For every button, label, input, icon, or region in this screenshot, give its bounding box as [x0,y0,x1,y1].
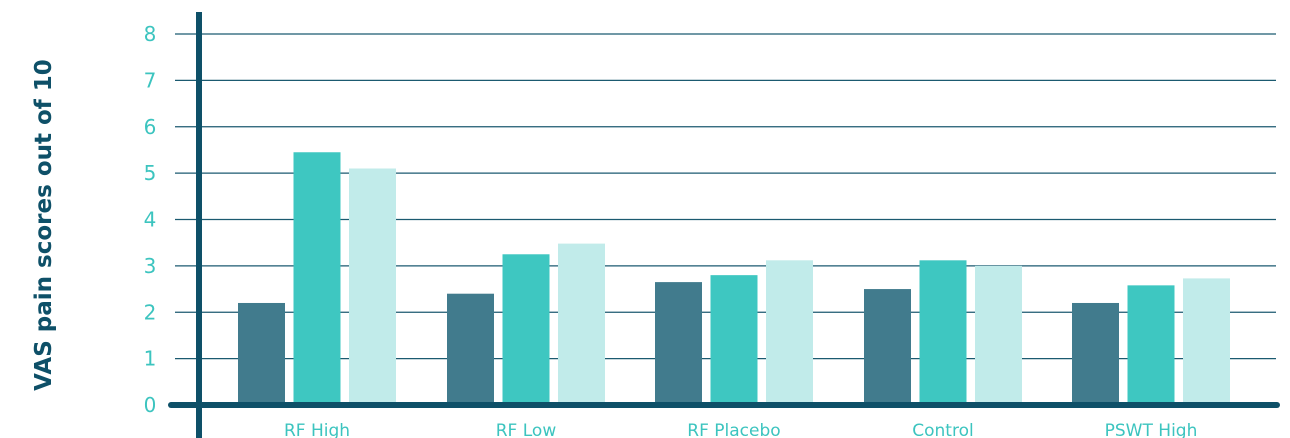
y-tick-label: 6 [144,115,157,139]
y-tick-label: 0 [144,393,157,417]
bar-control-series-2 [919,260,967,405]
bar-pswt-high-series-3 [1183,278,1230,405]
category-label: RF Placebo [687,421,780,438]
bar-rf-low-series-3 [558,243,605,405]
y-tick-label: 4 [144,208,157,232]
bar-pswt-high-series-2 [1127,285,1175,405]
y-tick-label: 7 [144,68,157,92]
category-label: PSWT High [1105,421,1198,438]
y-tick-label: 5 [144,161,157,185]
category-labels: RF High RF Low RF Placebo Control PSWT High [284,421,1197,438]
y-tick-label: 1 [144,347,157,371]
bar-pswt-high-series-1 [1072,302,1119,405]
axes [168,12,1280,438]
bar-control-series-3 [975,265,1022,405]
y-tick-labels: 0 1 2 3 4 5 6 7 8 [144,22,157,417]
bar-control-series-1 [864,289,911,405]
bar-rf-high-series-3 [349,168,396,405]
category-label: RF High [284,421,350,438]
bars [238,152,1230,405]
bar-rf-high-series-2 [293,152,341,405]
bar-rf-placebo-series-2 [710,275,758,405]
bar-rf-placebo-series-3 [766,260,813,405]
y-tick-label: 3 [144,254,157,278]
bar-rf-high-series-1 [238,302,285,405]
bar-rf-placebo-series-1 [655,282,702,405]
y-axis-title: VAS pain scores out of 10 [31,59,57,391]
y-tick-label: 8 [144,22,157,46]
category-label: RF Low [496,421,557,438]
y-tick-label: 2 [144,300,157,324]
category-label: Control [912,421,973,438]
bar-rf-low-series-2 [502,254,550,405]
bar-rf-low-series-1 [447,293,494,405]
